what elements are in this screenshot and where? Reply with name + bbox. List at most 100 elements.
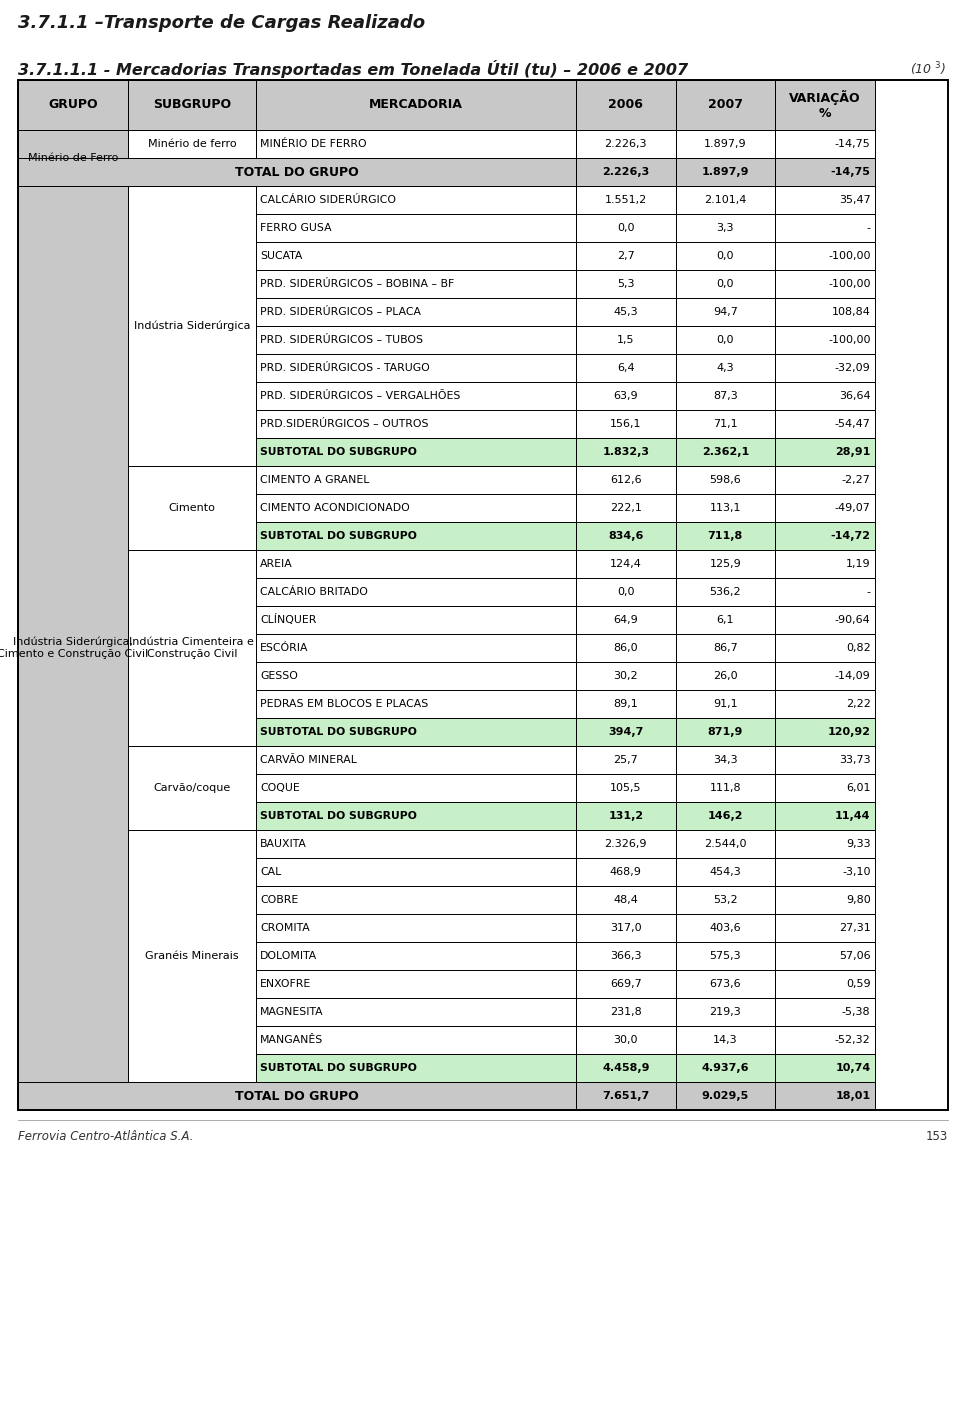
Text: -54,47: -54,47 bbox=[834, 419, 871, 429]
Bar bbox=[256, 382, 576, 410]
Bar bbox=[128, 79, 256, 131]
Text: 2.226,3: 2.226,3 bbox=[602, 167, 649, 177]
Bar bbox=[775, 243, 875, 270]
Text: 91,1: 91,1 bbox=[713, 700, 737, 710]
Text: 222,1: 222,1 bbox=[610, 502, 641, 514]
Text: 3,3: 3,3 bbox=[716, 223, 734, 233]
Bar bbox=[676, 243, 775, 270]
Text: 57,06: 57,06 bbox=[839, 951, 871, 961]
Bar bbox=[676, 438, 775, 465]
Bar bbox=[576, 214, 676, 243]
Bar bbox=[128, 186, 256, 465]
Bar bbox=[676, 1026, 775, 1054]
Text: 87,3: 87,3 bbox=[713, 392, 737, 402]
Bar bbox=[256, 214, 576, 243]
Text: 9.029,5: 9.029,5 bbox=[702, 1091, 749, 1101]
Text: 89,1: 89,1 bbox=[613, 700, 638, 710]
Bar bbox=[775, 971, 875, 998]
Bar bbox=[256, 718, 576, 746]
Text: 2006: 2006 bbox=[609, 98, 643, 112]
Bar bbox=[256, 353, 576, 382]
Text: 14,3: 14,3 bbox=[713, 1034, 737, 1044]
Text: SUBTOTAL DO SUBGRUPO: SUBTOTAL DO SUBGRUPO bbox=[260, 447, 417, 457]
Bar bbox=[775, 606, 875, 634]
Bar bbox=[775, 353, 875, 382]
Bar bbox=[676, 998, 775, 1026]
Text: 86,7: 86,7 bbox=[713, 643, 737, 653]
Bar bbox=[775, 551, 875, 578]
Bar bbox=[576, 578, 676, 606]
Text: 2.101,4: 2.101,4 bbox=[704, 194, 747, 204]
Bar bbox=[676, 522, 775, 551]
Text: 18,01: 18,01 bbox=[835, 1091, 871, 1101]
Bar bbox=[576, 158, 676, 186]
Text: 7.651,7: 7.651,7 bbox=[602, 1091, 649, 1101]
Bar bbox=[256, 79, 576, 131]
Text: -100,00: -100,00 bbox=[828, 280, 871, 289]
Text: 2.326,9: 2.326,9 bbox=[605, 839, 647, 849]
Bar bbox=[576, 858, 676, 885]
Text: 536,2: 536,2 bbox=[709, 587, 741, 597]
Bar bbox=[676, 802, 775, 830]
Bar bbox=[576, 1083, 676, 1110]
Text: 4.937,6: 4.937,6 bbox=[702, 1063, 749, 1073]
Bar bbox=[676, 606, 775, 634]
Text: 113,1: 113,1 bbox=[709, 502, 741, 514]
Text: 2.226,3: 2.226,3 bbox=[605, 139, 647, 149]
Bar bbox=[256, 186, 576, 214]
Bar bbox=[676, 158, 775, 186]
Text: 673,6: 673,6 bbox=[709, 979, 741, 989]
Text: 18,01: 18,01 bbox=[835, 1091, 871, 1101]
Text: 9,80: 9,80 bbox=[846, 895, 871, 905]
Text: 63,9: 63,9 bbox=[613, 392, 638, 402]
Bar bbox=[576, 298, 676, 326]
Bar bbox=[775, 830, 875, 858]
Text: 53,2: 53,2 bbox=[713, 895, 737, 905]
Bar bbox=[775, 382, 875, 410]
Text: SUBTOTAL DO SUBGRUPO: SUBTOTAL DO SUBGRUPO bbox=[260, 812, 417, 822]
Text: 33,73: 33,73 bbox=[839, 755, 871, 765]
Text: 11,44: 11,44 bbox=[835, 812, 871, 822]
Text: 454,3: 454,3 bbox=[709, 867, 741, 877]
Text: 1.897,9: 1.897,9 bbox=[704, 139, 747, 149]
Bar bbox=[256, 830, 576, 858]
Text: PRD. SIDERÚRGICOS – VERGALHÕES: PRD. SIDERÚRGICOS – VERGALHÕES bbox=[260, 392, 461, 402]
Text: 153: 153 bbox=[925, 1130, 948, 1142]
Bar bbox=[576, 410, 676, 438]
Bar bbox=[775, 663, 875, 690]
Bar bbox=[256, 663, 576, 690]
Bar bbox=[676, 578, 775, 606]
Bar bbox=[576, 718, 676, 746]
Bar bbox=[775, 746, 875, 773]
Bar bbox=[576, 634, 676, 663]
Text: -14,75: -14,75 bbox=[830, 167, 871, 177]
Text: Cimento: Cimento bbox=[168, 502, 215, 514]
Bar bbox=[775, 438, 875, 465]
Bar bbox=[775, 914, 875, 942]
Bar bbox=[18, 79, 128, 131]
Bar bbox=[576, 353, 676, 382]
Text: -: - bbox=[867, 587, 871, 597]
Bar bbox=[775, 885, 875, 914]
Bar bbox=[676, 858, 775, 885]
Bar bbox=[576, 773, 676, 802]
Text: -3,10: -3,10 bbox=[842, 867, 871, 877]
Bar bbox=[128, 465, 256, 551]
Bar bbox=[576, 79, 676, 131]
Text: 26,0: 26,0 bbox=[713, 671, 737, 681]
Bar bbox=[576, 942, 676, 971]
Text: CARVÃO MINERAL: CARVÃO MINERAL bbox=[260, 755, 357, 765]
Text: SUBGRUPO: SUBGRUPO bbox=[153, 98, 231, 112]
Text: 108,84: 108,84 bbox=[831, 307, 871, 316]
Text: GESSO: GESSO bbox=[260, 671, 298, 681]
Text: Minério de Ferro: Minério de Ferro bbox=[28, 153, 118, 163]
Bar bbox=[676, 746, 775, 773]
Bar bbox=[775, 326, 875, 353]
Bar bbox=[676, 158, 775, 186]
Bar bbox=[775, 1083, 875, 1110]
Text: -2,27: -2,27 bbox=[842, 475, 871, 485]
Text: 1,19: 1,19 bbox=[846, 559, 871, 569]
Bar bbox=[576, 270, 676, 298]
Bar bbox=[128, 830, 256, 1083]
Bar bbox=[576, 465, 676, 494]
